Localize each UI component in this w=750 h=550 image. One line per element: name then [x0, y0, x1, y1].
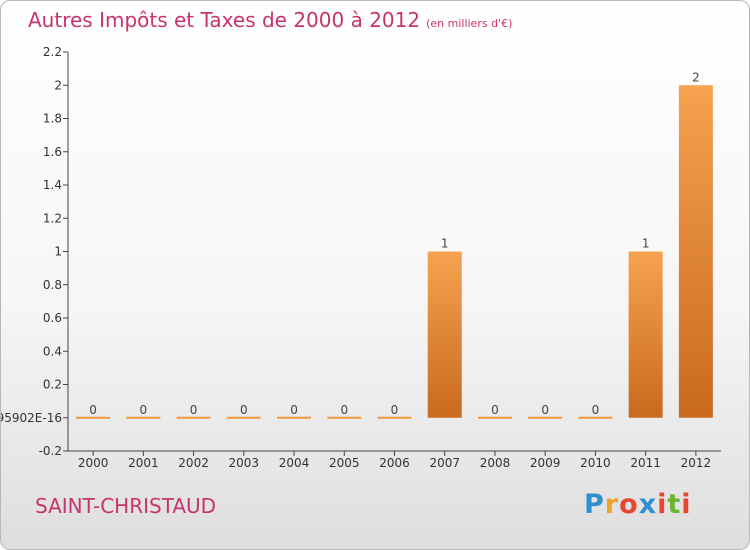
bar-value-label: 0 — [140, 403, 148, 417]
bar-value-label: 0 — [240, 403, 248, 417]
bar — [377, 416, 412, 419]
x-tick-label: 2004 — [279, 456, 310, 470]
y-tick-label: 2.2 — [43, 45, 62, 59]
logo-letter: r — [604, 489, 620, 520]
x-tick-label: 2009 — [530, 456, 561, 470]
x-tick-label: 2006 — [379, 456, 410, 470]
logo-letter: i — [657, 489, 668, 520]
x-tick-label: 2001 — [128, 456, 159, 470]
bar — [226, 416, 261, 419]
bar-value-label: 0 — [491, 403, 499, 417]
chart-subtitle: (en milliers d'€) — [426, 17, 513, 30]
bar-value-label: 0 — [190, 403, 198, 417]
x-tick-label: 2007 — [429, 456, 460, 470]
logo-letter: o — [619, 489, 639, 520]
x-tick-label: 2002 — [178, 456, 209, 470]
bar-value-label: 0 — [290, 403, 298, 417]
bar — [327, 416, 362, 419]
bar — [427, 251, 462, 418]
bar — [76, 416, 111, 419]
y-tick-label: -1.5265566588595902E-16 — [1, 411, 62, 425]
x-tick-label: 2008 — [480, 456, 511, 470]
axes: 2.2 2 1.8 1.6 1.4 1.2 1 0.8 0.6 0.4 0.2 -1.52655665… — [1, 45, 721, 470]
bar — [176, 416, 211, 419]
proxiti-logo: Proxiti — [584, 489, 692, 520]
bar-value-label: 2 — [692, 70, 700, 84]
logo-letter: i — [681, 489, 692, 520]
bar — [528, 416, 563, 419]
bar-value-label: 0 — [592, 403, 600, 417]
y-tick-label: 0.6 — [43, 311, 62, 325]
chart-title: Autres Impôts et Taxes de 2000 à 2012 (en… — [28, 8, 512, 32]
bar-value-label: 1 — [441, 237, 449, 251]
x-tick-label: 2010 — [580, 456, 611, 470]
bar — [628, 251, 663, 418]
x-tick-label: 2000 — [78, 456, 109, 470]
logo-letter: x — [638, 489, 658, 520]
bar — [477, 416, 512, 419]
y-tick-label: 1.6 — [43, 145, 62, 159]
bar-value-label: 1 — [642, 237, 650, 251]
bar — [277, 416, 312, 419]
bar — [578, 416, 613, 419]
y-tick-label: 0.8 — [43, 278, 62, 292]
y-tick-label: 0.2 — [43, 378, 62, 392]
bar-value-label: 0 — [391, 403, 399, 417]
bar-value-label: 0 — [89, 403, 97, 417]
y-tick-label: -0.2 — [39, 444, 62, 458]
y-tick-label: 2 — [54, 78, 62, 92]
bar-value-label: 0 — [541, 403, 549, 417]
data-labels: 0 0 0 0 0 0 0 1 0 0 0 1 2 — [89, 70, 699, 417]
bar-value-label: 0 — [340, 403, 348, 417]
chart-title-text: Autres Impôts et Taxes de 2000 à 2012 — [28, 8, 421, 32]
logo-letter: t — [667, 489, 682, 520]
bar — [678, 85, 713, 418]
x-tick-label: 2005 — [329, 456, 360, 470]
x-tick-label: 2003 — [229, 456, 260, 470]
logo-letter: P — [584, 489, 605, 520]
y-tick-label: 0.4 — [43, 344, 62, 358]
x-tick-label: 2012 — [681, 456, 712, 470]
bars — [76, 85, 713, 419]
place-name: SAINT-CHRISTAUD — [35, 494, 217, 518]
bar — [126, 416, 161, 419]
y-tick-label: 1.4 — [43, 178, 62, 192]
x-tick-label: 2011 — [630, 456, 661, 470]
y-tick-label: 1 — [54, 245, 62, 259]
y-tick-label: 1.2 — [43, 211, 62, 225]
y-tick-label: 1.8 — [43, 112, 62, 126]
